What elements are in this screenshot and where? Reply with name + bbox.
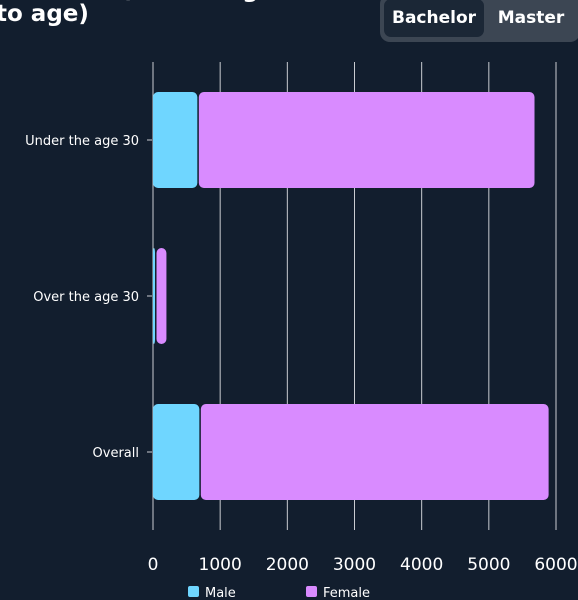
legend: Male Female: [188, 586, 370, 600]
y-tick-label-over-the-age-30: Over the age 30: [33, 290, 139, 305]
y-tick-label-overall: Overall: [93, 446, 139, 461]
x-tick-label-4000: 4000: [400, 555, 443, 575]
y-tick-labels: Under the age 30 Over the age 30 Overall: [25, 134, 152, 461]
bar-male-under-the-age-30[interactable]: [153, 92, 198, 188]
legend-swatch-male[interactable]: [188, 586, 199, 597]
bachelor-toggle-button[interactable]: Bachelor: [384, 0, 484, 37]
x-tick-label-1000: 1000: [199, 555, 242, 575]
master-toggle-button[interactable]: Master: [497, 8, 565, 28]
chart-title: Students (according to age): [0, 0, 259, 27]
y-tick-label-under-the-age-30: Under the age 30: [25, 134, 139, 149]
x-tick-label-0: 0: [148, 555, 159, 575]
degree-toggle: Bachelor Master: [380, 0, 578, 42]
bar-male-over-the-age-30[interactable]: [153, 248, 156, 344]
bars: [153, 92, 549, 500]
bar-female-under-the-age-30[interactable]: [198, 92, 535, 188]
bar-male-overall[interactable]: [153, 404, 200, 500]
x-tick-label-3000: 3000: [333, 555, 376, 575]
x-tick-label-6000: 6000: [534, 555, 577, 575]
x-tick-label-5000: 5000: [467, 555, 510, 575]
legend-label-female[interactable]: Female: [323, 586, 370, 600]
legend-swatch-female[interactable]: [306, 586, 317, 597]
x-tick-labels: 0 1000 2000 3000 4000 5000 6000: [148, 555, 578, 575]
legend-label-male[interactable]: Male: [205, 586, 236, 600]
bar-female-over-the-age-30[interactable]: [156, 248, 167, 344]
bar-female-overall[interactable]: [200, 404, 549, 500]
x-tick-label-2000: 2000: [266, 555, 309, 575]
